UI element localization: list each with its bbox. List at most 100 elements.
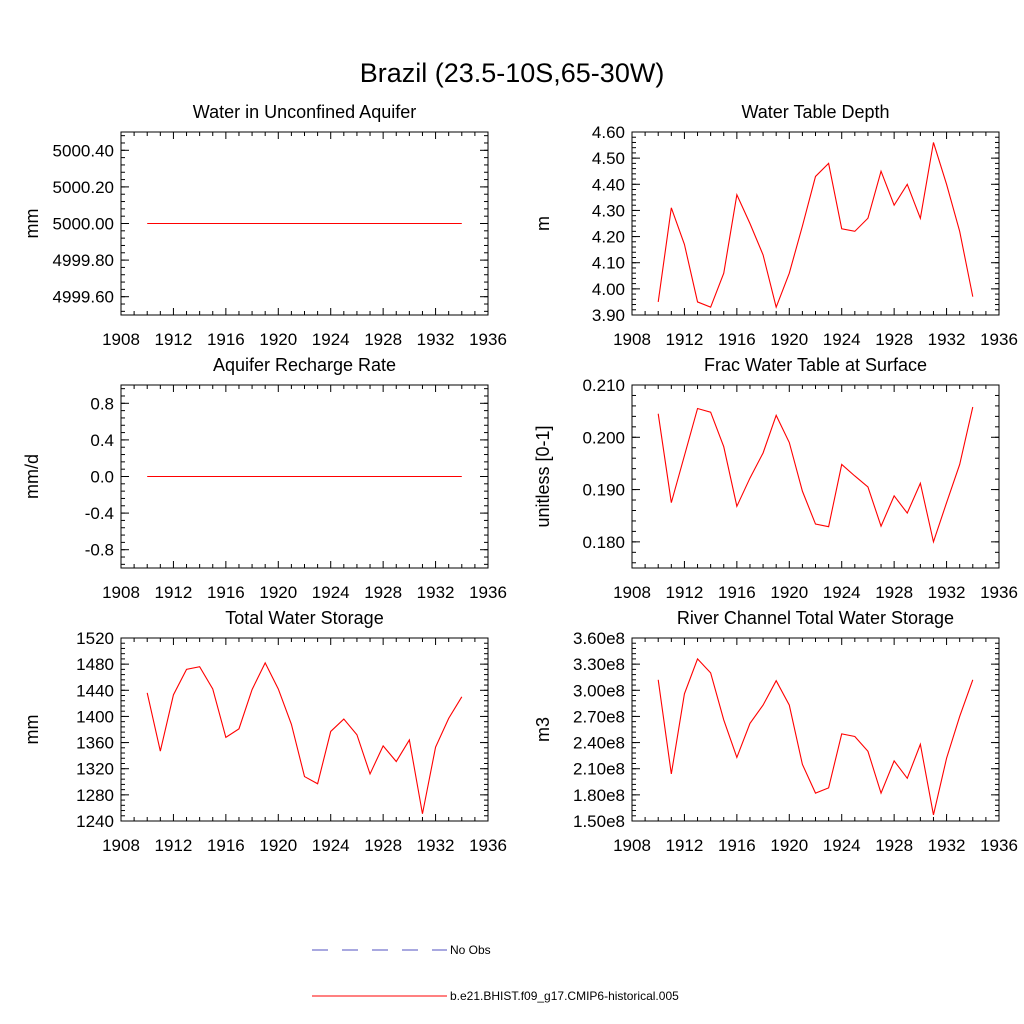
x-tick-label: 1920 — [770, 330, 808, 349]
panel-3: Aquifer Recharge Rate mm/d 1908 1912 1916 192… — [22, 355, 507, 602]
x-tick-label: 1912 — [666, 836, 704, 855]
y-tick-label: 2.70e8 — [573, 707, 625, 726]
x-tick-label: 1928 — [364, 330, 402, 349]
x-tick-label: 1928 — [364, 583, 402, 602]
y-tick-label: 0.4 — [90, 431, 114, 450]
y-tick-label: 0.180 — [582, 533, 625, 552]
series-line — [146, 661, 463, 814]
y-axis-label: mm — [22, 209, 42, 239]
y-tick-label: 1360 — [76, 734, 114, 753]
y-tick-label: 4.00 — [592, 280, 625, 299]
panel-1: Water in Unconfined Aquifer mm 1908 1912 191… — [22, 102, 507, 349]
x-tick-label: 1924 — [312, 583, 350, 602]
series-line — [657, 406, 974, 544]
y-tick-label: 2.10e8 — [573, 760, 625, 779]
y-tick-label: 1480 — [76, 655, 114, 674]
x-tick-label: 1908 — [102, 836, 140, 855]
y-tick-label: 4.30 — [592, 201, 625, 220]
y-tick-label: 4.40 — [592, 175, 625, 194]
x-tick-label: 1920 — [770, 583, 808, 602]
y-tick-label: 0.190 — [582, 481, 625, 500]
y-tick-label: 1400 — [76, 707, 114, 726]
series-line — [657, 657, 974, 816]
y-axis-label: m — [533, 216, 553, 231]
plot-frame — [631, 131, 1000, 316]
y-tick-label: 1240 — [76, 812, 114, 831]
y-tick-label: 1440 — [76, 681, 114, 700]
x-tick-label: 1916 — [718, 583, 756, 602]
x-tick-label: 1932 — [417, 330, 455, 349]
y-tick-label: 5000.00 — [53, 215, 114, 234]
y-axis-label: mm/d — [22, 454, 42, 499]
x-tick-label: 1916 — [207, 583, 245, 602]
x-tick-label: 1936 — [980, 330, 1018, 349]
y-tick-label: 4.10 — [592, 254, 625, 273]
y-tick-label: 3.00e8 — [573, 681, 625, 700]
x-tick-label: 1920 — [259, 583, 297, 602]
y-tick-label: -0.8 — [85, 541, 114, 560]
y-tick-label: 5000.20 — [53, 178, 114, 197]
y-tick-label: 4999.60 — [53, 288, 114, 307]
x-tick-label: 1936 — [469, 836, 507, 855]
panel-title: River Channel Total Water Storage — [677, 608, 954, 628]
x-tick-label: 1920 — [770, 836, 808, 855]
y-axis-label: mm — [22, 715, 42, 745]
y-axis-label: m3 — [533, 717, 553, 742]
legend-label-model: b.e21.BHIST.f09_g17.CMIP6-historical.005 — [450, 989, 679, 1003]
x-tick-label: 1916 — [207, 330, 245, 349]
x-tick-label: 1932 — [928, 583, 966, 602]
x-tick-label: 1932 — [417, 836, 455, 855]
x-tick-label: 1920 — [259, 330, 297, 349]
panels: Water in Unconfined Aquifer mm 1908 1912 191… — [22, 102, 1018, 855]
x-tick-label: 1924 — [823, 836, 861, 855]
y-tick-label: 1.80e8 — [573, 786, 625, 805]
x-tick-label: 1908 — [613, 836, 651, 855]
y-tick-label: 3.30e8 — [573, 655, 625, 674]
x-tick-label: 1912 — [155, 836, 193, 855]
y-tick-label: 3.60e8 — [573, 629, 625, 648]
x-tick-label: 1916 — [718, 836, 756, 855]
x-tick-label: 1916 — [718, 330, 756, 349]
x-tick-label: 1928 — [875, 583, 913, 602]
panel-title: Frac Water Table at Surface — [704, 355, 927, 375]
legend-label-no-obs: No Obs — [450, 943, 491, 957]
x-tick-label: 1908 — [102, 330, 140, 349]
x-tick-label: 1908 — [102, 583, 140, 602]
panel-6: River Channel Total Water Storage m3 1908 1… — [533, 608, 1018, 855]
x-tick-label: 1908 — [613, 330, 651, 349]
panel-2: Water Table Depth m 1908 1912 1916 1920 1924 19… — [533, 102, 1018, 349]
y-tick-label: 0.8 — [90, 394, 114, 413]
x-tick-label: 1928 — [875, 330, 913, 349]
y-tick-label: -0.4 — [85, 504, 114, 523]
x-tick-label: 1932 — [928, 836, 966, 855]
x-tick-label: 1916 — [207, 836, 245, 855]
panel-title: Water Table Depth — [741, 102, 889, 122]
x-tick-label: 1912 — [666, 583, 704, 602]
y-tick-label: 3.90 — [592, 306, 625, 325]
plot-frame — [631, 384, 1000, 569]
x-tick-label: 1936 — [980, 836, 1018, 855]
x-tick-label: 1932 — [928, 330, 966, 349]
panel-5: Total Water Storage mm 1908 1912 1916 1920 192… — [22, 608, 507, 855]
y-tick-label: 4.20 — [592, 228, 625, 247]
x-tick-label: 1920 — [259, 836, 297, 855]
y-tick-label: 2.40e8 — [573, 734, 625, 753]
panel-4: Frac Water Table at Surface unitless [0-1… — [533, 355, 1018, 602]
x-tick-label: 1912 — [155, 583, 193, 602]
y-tick-label: 1.50e8 — [573, 812, 625, 831]
x-tick-label: 1912 — [666, 330, 704, 349]
legend: No Obs b.e21.BHIST.f09_g17.CMIP6-histori… — [312, 943, 679, 1003]
y-tick-label: 4.50 — [592, 149, 625, 168]
x-tick-label: 1924 — [823, 583, 861, 602]
y-tick-label: 0.0 — [90, 468, 114, 487]
x-tick-label: 1936 — [469, 330, 507, 349]
panel-title: Water in Unconfined Aquifer — [193, 102, 416, 122]
y-tick-label: 0.200 — [582, 428, 625, 447]
y-tick-label: 5000.40 — [53, 141, 114, 160]
x-tick-label: 1924 — [312, 836, 350, 855]
y-tick-label: 0.210 — [582, 376, 625, 395]
series-line — [657, 142, 974, 309]
panel-title: Total Water Storage — [225, 608, 383, 628]
x-tick-label: 1936 — [980, 583, 1018, 602]
